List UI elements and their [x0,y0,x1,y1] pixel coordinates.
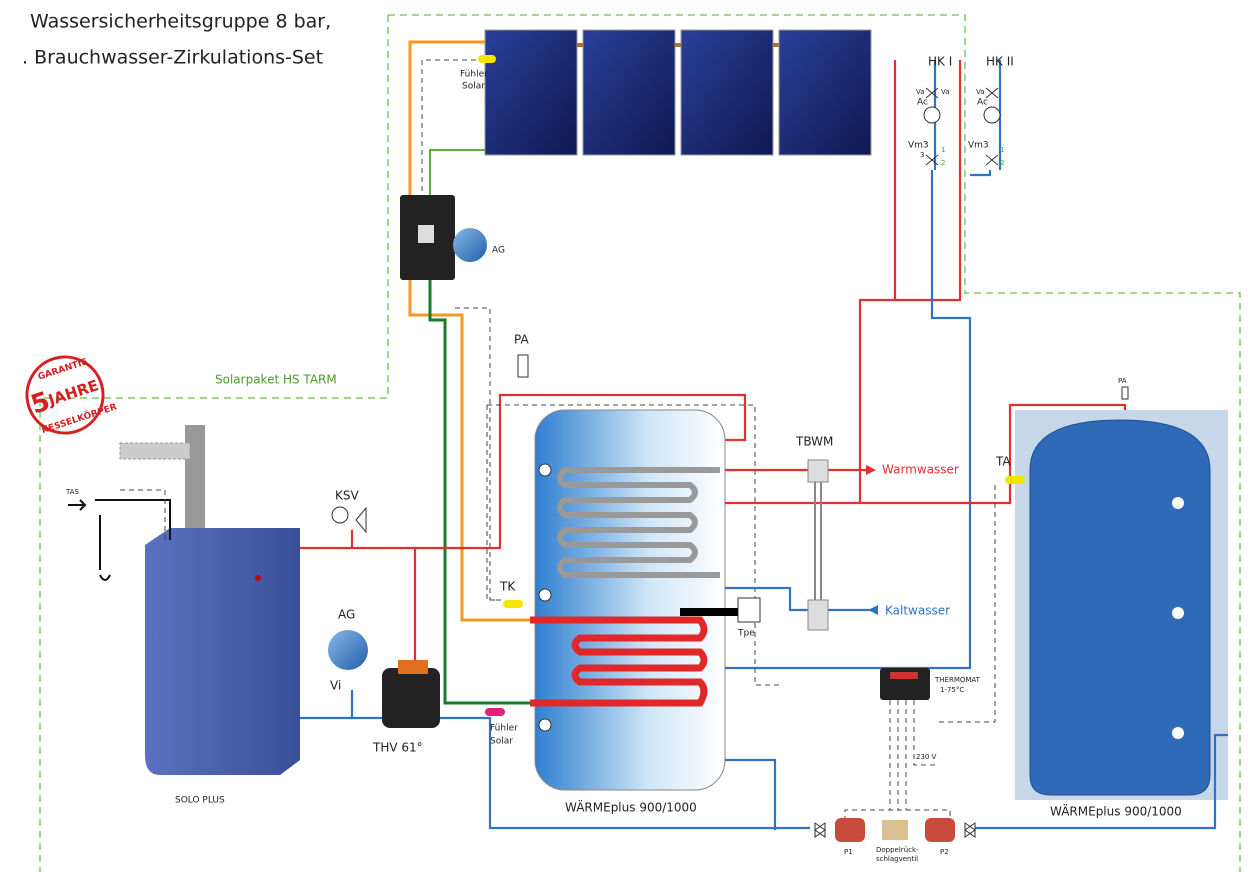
thermometer [539,589,551,601]
collectors [485,30,871,155]
chimney [185,425,205,535]
arrow [868,605,878,615]
sensor [503,600,523,608]
pa-sensor [518,355,528,377]
label: 1 [1000,146,1004,154]
label: PA [1118,377,1127,385]
boiler [145,528,300,775]
pump [925,818,955,842]
solar-return [430,150,485,200]
pump [835,818,865,842]
check-valve [882,820,908,840]
label: Warmwasser [882,463,959,477]
label: KSV [335,489,359,503]
sensor-label: Solar [462,82,485,92]
label: Solar [490,737,513,747]
flue [120,443,190,459]
sensor [485,708,505,716]
tank-label: WÄRMEplus 900/1000 [1050,804,1182,819]
label: Vm3 [908,141,929,151]
expansion-vessel [328,630,368,670]
controller-display [890,672,918,679]
boiler-label: SOLO PLUS [175,796,225,806]
badge-text: JAHRE [45,376,101,409]
cold-pipe [725,588,870,830]
label: TAS [65,488,80,496]
label: P1 [844,848,853,856]
label: TA [995,455,1011,469]
charging-pump [398,660,428,674]
sensor [1005,476,1025,484]
circuit-label: HK I [928,55,952,69]
sensor-label: Fühler [460,70,488,80]
expansion-vessel [453,228,487,262]
label: Fühler [490,724,518,734]
mixing-link [815,482,821,600]
solar-display [418,225,434,243]
label: 3 [920,151,924,159]
label: Va [941,88,950,96]
label: THV 61° [372,741,423,755]
boiler-light [255,575,261,581]
label: Va [976,88,985,96]
label: 230 V [916,753,937,761]
label: Tpe [737,629,755,639]
header-line: . Brauchwasser-Zirkulations-Set [22,47,323,69]
package-label: Solarpaket HS TARM [215,373,337,387]
sensor-wire [422,60,485,195]
thermometer [1172,497,1184,509]
label: AG [492,246,505,256]
label: Vi [330,679,341,693]
label: Kaltwasser [885,604,950,618]
label: TBWM [795,435,833,449]
gauge [332,507,348,523]
label: Va [916,88,925,96]
label: AG [338,608,355,622]
safety-valve [356,508,366,532]
circuit-label: HK II [986,55,1014,69]
label: schlagventil [876,855,918,863]
charging-unit [382,668,440,728]
thermometer [1172,727,1184,739]
heating-flow [860,60,960,503]
sensor [478,55,496,63]
label: Vm3 [968,141,989,151]
thermometer [539,464,551,476]
label: 2 [941,159,945,167]
label: Ac [977,98,988,108]
label: PA [514,333,529,347]
heater-rod [680,608,738,616]
label: Ac [917,98,928,108]
label: TK [499,580,516,594]
buffer-tank [1030,420,1210,795]
pa-sensor [1122,387,1128,399]
heater [738,598,760,622]
thermometer [1172,607,1184,619]
warranty-badge: GARANTIE 5 JAHRE KESSELKÖRPER [17,345,120,443]
heating-diagram: Wassersicherheitsgruppe 8 bar, . Brauchw… [0,0,1248,872]
label: 1-75°C [940,686,964,694]
label: 1 [941,146,945,154]
header-line: Wassersicherheitsgruppe 8 bar, [30,11,331,33]
badge-text: GARANTIE [37,357,89,382]
arrow [866,465,876,475]
tas-wire [120,490,165,540]
cold-valve [808,600,828,630]
tank-label: WÄRMEplus 900/1000 [565,800,697,815]
label: THERMOMAT [934,676,981,684]
label: P2 [940,848,949,856]
mixing-valve [808,460,828,482]
label: Doppelrück- [876,846,919,854]
label: 2 [1000,159,1004,167]
thermometer [539,719,551,731]
